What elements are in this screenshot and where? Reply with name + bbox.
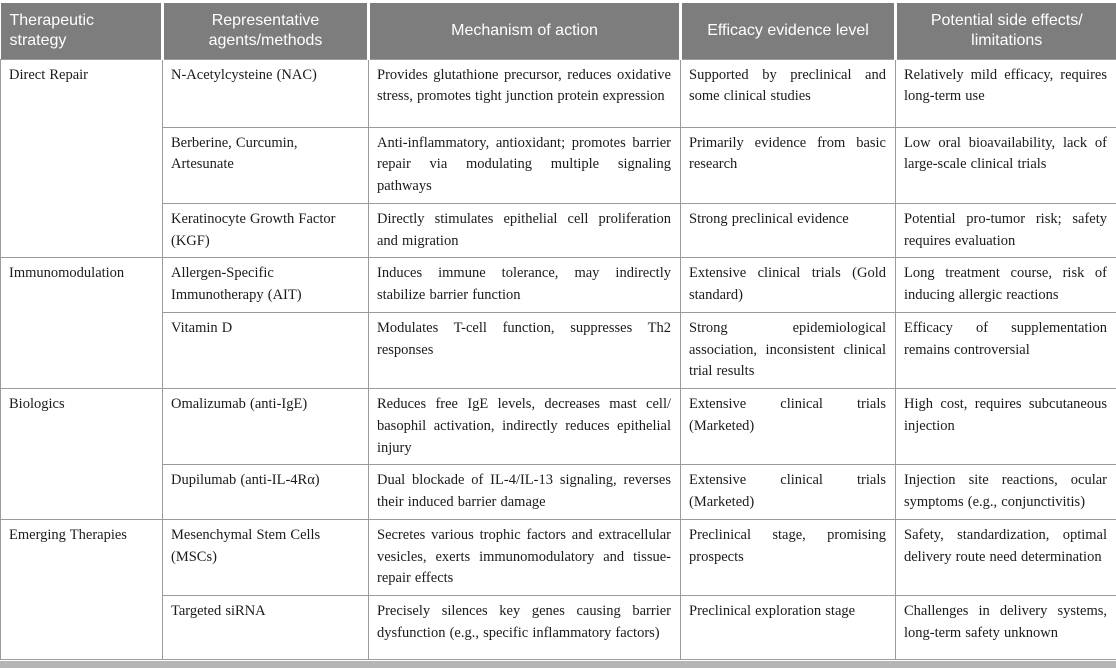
limitations-cell: Safety, standardization, optimal deliver… bbox=[896, 519, 1116, 595]
agent-cell: Mesenchymal Stem Cells (MSCs) bbox=[163, 519, 369, 595]
table-row: Vitamin D Modulates T-cell function, sup… bbox=[1, 312, 1116, 388]
table-row: Direct Repair N-Acetylcysteine (NAC) Pro… bbox=[1, 59, 1116, 127]
strategy-cell: Immunomodulation bbox=[1, 258, 163, 389]
limitations-cell: Relatively mild efficacy, requires long-… bbox=[896, 59, 1116, 127]
limitations-cell: Potential pro-tumor risk; safety require… bbox=[896, 203, 1116, 258]
table-row: Berberine, Curcumin, Artesunate Anti-inf… bbox=[1, 127, 1116, 203]
evidence-cell: Supported by preclinical and some clinic… bbox=[681, 59, 896, 127]
column-header-limitations: Potential side effects/ limitations bbox=[896, 3, 1116, 59]
agent-cell: Targeted siRNA bbox=[163, 596, 369, 660]
evidence-cell: Strong preclinical evidence bbox=[681, 203, 896, 258]
mechanism-cell: Secretes various trophic factors and ext… bbox=[369, 519, 681, 595]
limitations-cell: High cost, requires subcutaneous injecti… bbox=[896, 389, 1116, 465]
agent-cell: Keratinocyte Growth Factor (KGF) bbox=[163, 203, 369, 258]
mechanism-cell: Induces immune tolerance, may indirectly… bbox=[369, 258, 681, 313]
table-header-row: Therapeutic strategy Representative agen… bbox=[1, 3, 1116, 59]
evidence-cell: Extensive clinical trials (Gold standard… bbox=[681, 258, 896, 313]
column-header-evidence: Efficacy evidence level bbox=[681, 3, 896, 59]
column-header-mechanism: Mechanism of action bbox=[369, 3, 681, 59]
evidence-cell: Extensive clinical trials (Marketed) bbox=[681, 465, 896, 520]
table-row: Dupilumab (anti-IL-4Rα) Dual blockade of… bbox=[1, 465, 1116, 520]
table-row: Emerging Therapies Mesenchymal Stem Cell… bbox=[1, 519, 1116, 595]
mechanism-cell: Anti-inflammatory, antioxidant; promotes… bbox=[369, 127, 681, 203]
limitations-cell: Injection site reactions, ocular symptom… bbox=[896, 465, 1116, 520]
mechanism-cell: Precisely silences key genes causing bar… bbox=[369, 596, 681, 660]
mechanism-cell: Dual blockade of IL-4/IL-13 signaling, r… bbox=[369, 465, 681, 520]
therapy-strategy-table: Therapeutic strategy Representative agen… bbox=[0, 3, 1116, 660]
agent-cell: Allergen-Specific Immunotherapy (AIT) bbox=[163, 258, 369, 313]
mechanism-cell: Provides glutathione precursor, reduces … bbox=[369, 59, 681, 127]
agent-cell: Dupilumab (anti-IL-4Rα) bbox=[163, 465, 369, 520]
agent-cell: Omalizumab (anti-IgE) bbox=[163, 389, 369, 465]
table-bottom-rule bbox=[0, 661, 1116, 668]
strategy-cell: Direct Repair bbox=[1, 59, 163, 258]
column-header-strategy: Therapeutic strategy bbox=[1, 3, 163, 59]
mechanism-cell: Reduces free IgE levels, decreases mast … bbox=[369, 389, 681, 465]
limitations-cell: Low oral bioavailability, lack of large-… bbox=[896, 127, 1116, 203]
mechanism-cell: Modulates T-cell function, suppresses Th… bbox=[369, 312, 681, 388]
evidence-cell: Strong epidemiological association, inco… bbox=[681, 312, 896, 388]
evidence-cell: Primarily evidence from basic research bbox=[681, 127, 896, 203]
evidence-cell: Extensive clinical trials (Marketed) bbox=[681, 389, 896, 465]
agent-cell: N-Acetylcysteine (NAC) bbox=[163, 59, 369, 127]
agent-cell: Vitamin D bbox=[163, 312, 369, 388]
strategy-cell: Emerging Therapies bbox=[1, 519, 163, 659]
mechanism-cell: Directly stimulates epithelial cell prol… bbox=[369, 203, 681, 258]
agent-cell: Berberine, Curcumin, Artesunate bbox=[163, 127, 369, 203]
strategy-cell: Biologics bbox=[1, 389, 163, 520]
evidence-cell: Preclinical exploration stage bbox=[681, 596, 896, 660]
table-row: Immunomodulation Allergen-Specific Immun… bbox=[1, 258, 1116, 313]
limitations-cell: Long treatment course, risk of inducing … bbox=[896, 258, 1116, 313]
limitations-cell: Challenges in delivery systems, long-ter… bbox=[896, 596, 1116, 660]
table-row: Targeted siRNA Precisely silences key ge… bbox=[1, 596, 1116, 660]
table-row: Keratinocyte Growth Factor (KGF) Directl… bbox=[1, 203, 1116, 258]
evidence-cell: Preclinical stage, promising prospects bbox=[681, 519, 896, 595]
limitations-cell: Efficacy of supplementation remains cont… bbox=[896, 312, 1116, 388]
table-row: Biologics Omalizumab (anti-IgE) Reduces … bbox=[1, 389, 1116, 465]
column-header-agents: Representative agents/methods bbox=[163, 3, 369, 59]
